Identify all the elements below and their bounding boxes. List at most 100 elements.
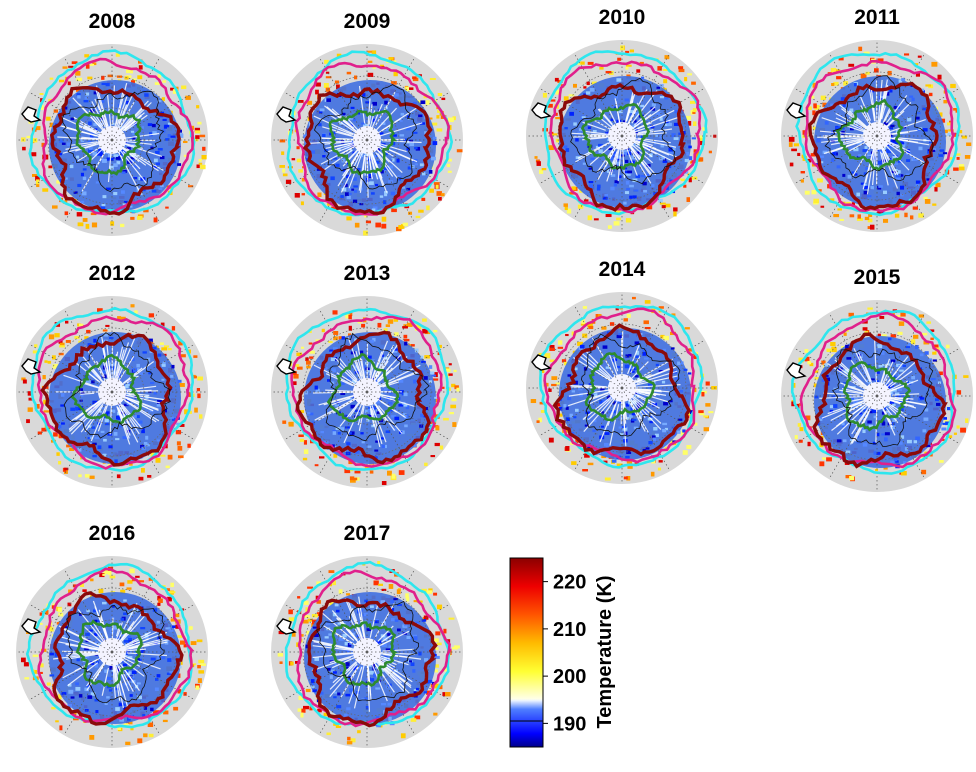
data-cell [845,344,850,349]
data-cell [126,402,130,406]
data-cell [364,465,369,470]
data-cell [429,78,436,81]
data-cell [71,61,78,65]
data-cell [178,455,184,459]
contour-line-magenta [37,567,195,723]
data-cell [301,708,306,713]
data-cell [47,360,52,364]
data-cell [156,439,162,442]
data-cell [587,126,592,129]
radial-streak [571,386,607,389]
data-cell [451,398,457,402]
data-cell [153,391,157,395]
data-cell [797,152,801,157]
radial-streak [583,348,617,383]
data-cell [343,138,348,142]
data-cell [534,156,538,159]
data-cell [881,421,886,426]
data-cell [436,642,442,646]
radial-streak [878,87,886,122]
data-cell [59,654,65,658]
radial-streak [609,404,620,446]
data-cell [391,158,395,162]
coastline [831,348,934,447]
data-cell [167,596,172,602]
data-cell [915,116,920,120]
data-cell [924,408,929,412]
data-cell [152,131,157,136]
data-cell [416,324,422,330]
data-cell [107,433,112,436]
landmass-outline [21,618,42,635]
radial-streak [382,381,399,388]
data-cell [61,422,65,425]
data-cell [127,677,133,681]
data-cell [886,363,891,366]
data-cell [94,633,98,637]
data-cell [867,226,871,229]
data-cell [337,692,341,696]
data-cell [108,153,112,158]
data-cell [693,422,698,426]
data-cell [75,682,79,686]
data-cell [573,83,577,88]
data-cell [113,154,119,157]
data-cell [69,164,74,169]
data-cell [434,683,439,689]
data-cell [76,155,80,159]
data-cell [653,191,658,196]
data-cell [863,51,870,56]
radial-streak [850,373,864,385]
data-cell [392,95,396,99]
data-cell [584,424,589,427]
data-cell [381,122,386,125]
data-cell [374,620,379,624]
data-cell [59,79,65,83]
data-cell [105,82,110,87]
data-cell [627,464,633,469]
data-cell [84,687,89,692]
data-cell [84,96,89,100]
data-cell [197,121,202,125]
data-cell [588,181,594,184]
data-cell [109,665,114,670]
data-cell [332,671,337,674]
data-cell [390,408,394,412]
data-cell [106,187,111,190]
data-cell [923,196,928,200]
data-cell [195,130,201,134]
data-cell [428,170,433,174]
data-cell [93,373,97,377]
data-cell [375,222,381,228]
data-cell [329,600,335,606]
data-cell [836,126,841,131]
data-cell [405,86,409,92]
data-cell [57,425,62,429]
data-cell [448,617,455,620]
radial-streak [627,345,640,375]
data-cell [412,669,416,673]
data-cell [949,157,954,160]
radial-streak [339,399,362,427]
data-cell [830,68,837,73]
data-cell [116,161,121,165]
data-cell [605,71,612,74]
data-cell [305,688,311,693]
data-cell [619,109,623,114]
data-cell [129,694,133,697]
map-panel: 2010 [526,6,718,232]
data-cell [634,375,639,378]
data-cell [197,393,201,399]
data-cell [605,366,611,369]
data-cell [130,68,134,74]
data-cell [78,323,84,328]
data-cell [406,147,410,151]
data-cell [565,406,569,410]
data-cell [390,599,395,604]
data-cell [358,666,363,670]
radial-streak [95,85,109,127]
data-cell [661,205,666,209]
data-cell [810,153,816,157]
colorbar-tick-label: 200 [553,666,586,688]
